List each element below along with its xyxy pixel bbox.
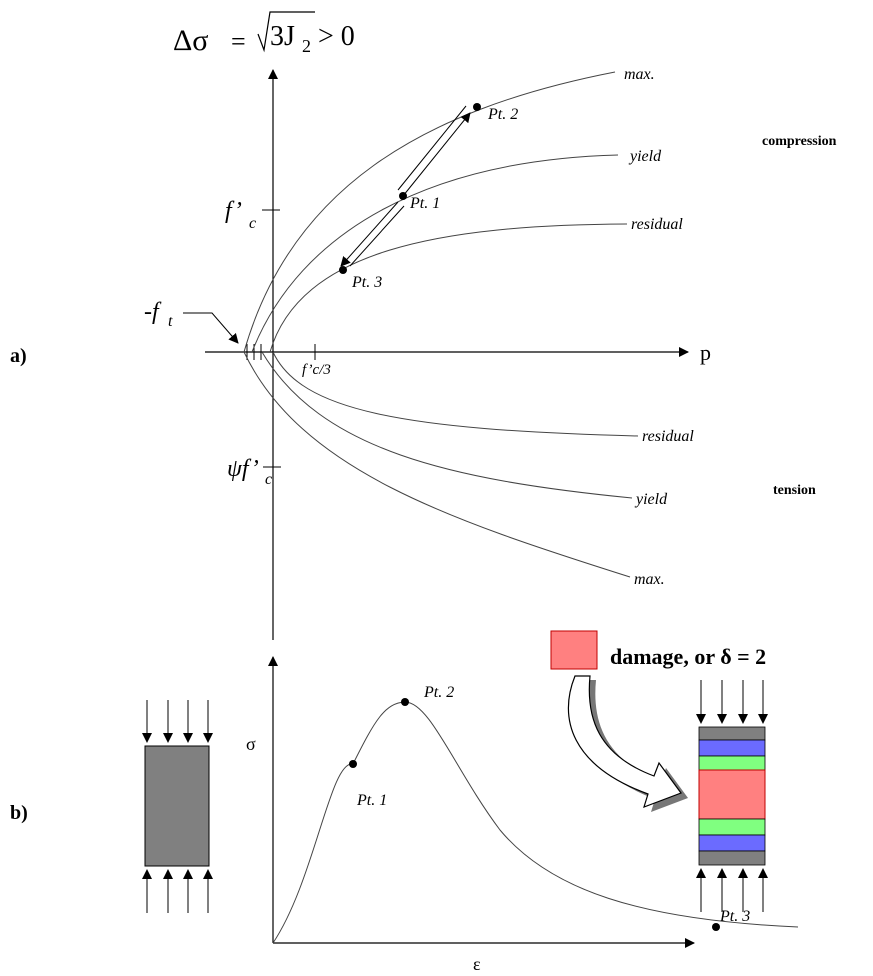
curve-yield-top (251, 154, 619, 353)
curve-residual-top (269, 223, 628, 353)
label-residual-top: residual (631, 216, 683, 233)
label-pt2-a: Pt. 2 (487, 106, 518, 123)
point-2-a (473, 103, 481, 111)
layer-gray-top (698, 726, 766, 741)
layer-gray-bottom (698, 850, 766, 866)
point-1-b (349, 760, 357, 768)
layer-green-bottom (698, 818, 766, 836)
part-a: Δσ = 3J 2 > 0 p a) compression tension f… (10, 11, 837, 640)
ylabel-eq: = (231, 27, 246, 56)
sqrt-sign (257, 11, 315, 53)
ylabel-lhs: Δσ (173, 24, 208, 57)
tick-ft-sub: t (168, 313, 173, 330)
part-b: b) σ ε Pt. 2 Pt. 1 Pt. 3 damage, or δ = … (10, 630, 799, 974)
unload-path-arrow (340, 201, 399, 267)
layer-damage (698, 769, 766, 820)
load-path-line (397, 105, 467, 191)
label-a: a) (10, 345, 27, 367)
label-residual-bottom: residual (642, 428, 694, 445)
ylabel-sigma: σ (246, 734, 256, 754)
specimen-damaged (698, 726, 766, 866)
point-3-b (712, 923, 720, 931)
curve-yield-bottom (261, 351, 633, 499)
compression-arrows-bottom-left (142, 869, 213, 913)
point-2-b (401, 698, 409, 706)
curve-max-bottom (243, 351, 631, 578)
tick-psi: ψf’ (227, 456, 259, 482)
compression-arrows-bottom-right (696, 868, 768, 912)
tick-psi-sub: c (265, 471, 272, 488)
compression-arrows-top-left (142, 700, 213, 743)
xlabel-epsilon: ε (473, 954, 481, 974)
ft-pointer (183, 312, 239, 344)
ylabel-sub: 2 (302, 36, 311, 56)
curved-arrow-icon (567, 675, 682, 808)
layer-blue-bottom (698, 834, 766, 852)
ylabel-sqrt-arg: 3J (270, 21, 295, 52)
label-pt3-b: Pt. 3 (719, 908, 750, 925)
label-pt1-a: Pt. 1 (409, 195, 440, 212)
label-pt2-b: Pt. 2 (423, 684, 454, 701)
xlabel-p: p (700, 340, 711, 365)
tick-ft: -f (144, 299, 162, 325)
load-path-arrow (402, 112, 471, 197)
damage-legend-label: damage, or δ = 2 (610, 644, 766, 669)
tick-fc: f’ (225, 198, 242, 224)
label-max-bottom: max. (634, 571, 665, 588)
region-tension: tension (773, 483, 816, 498)
ylabel-rhs: > 0 (318, 21, 355, 52)
layer-green-top (698, 755, 766, 771)
damage-legend-swatch (550, 630, 598, 670)
point-1-a (399, 192, 407, 200)
label-max-top: max. (624, 66, 655, 83)
layer-blue-top (698, 739, 766, 757)
tick-fc3: f’c/3 (302, 362, 331, 378)
label-pt3-a: Pt. 3 (351, 274, 382, 291)
tick-fc-sub: c (249, 215, 256, 232)
curve-max-top (243, 71, 616, 353)
unload-path-line (349, 205, 405, 267)
stress-strain-curve (272, 701, 799, 944)
label-pt1-b: Pt. 1 (356, 792, 387, 809)
specimen-intact (144, 745, 210, 867)
label-yield-top: yield (628, 148, 662, 165)
point-3-a (339, 266, 347, 274)
curve-residual-bottom (272, 351, 639, 437)
region-compression: compression (762, 134, 837, 149)
compression-arrows-top-right (696, 680, 768, 724)
label-yield-bottom: yield (634, 491, 668, 508)
label-b: b) (10, 802, 28, 824)
